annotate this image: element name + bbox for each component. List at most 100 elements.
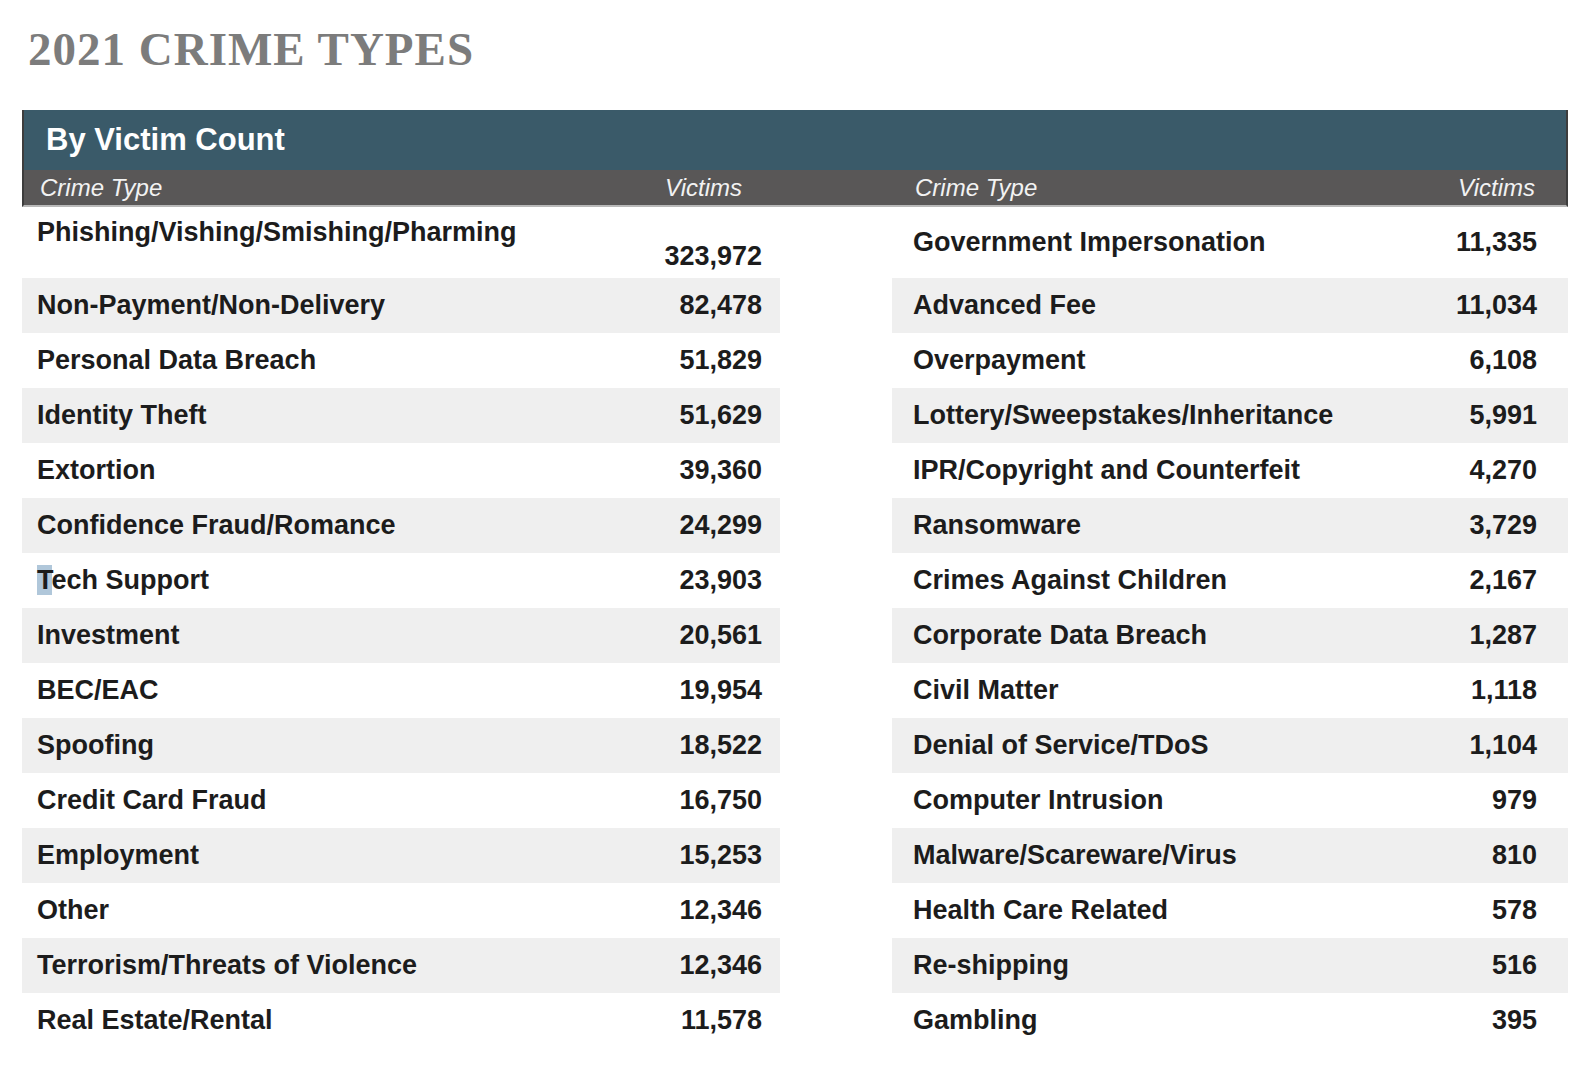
crime-type-cell: Advanced Fee bbox=[892, 290, 1096, 321]
table-title: By Victim Count bbox=[24, 122, 285, 158]
table-row: Other 12,346 bbox=[22, 883, 780, 938]
crime-type-cell: Government Impersonation bbox=[892, 227, 1266, 258]
crime-type-cell: Health Care Related bbox=[892, 895, 1168, 926]
victims-count-cell: 4,270 bbox=[1469, 455, 1568, 486]
crime-type-cell: Employment bbox=[22, 840, 199, 871]
crime-type-cell: Ransomware bbox=[892, 510, 1081, 541]
table-row: Phishing/Vishing/Smishing/Pharming 323,97… bbox=[22, 207, 780, 278]
table-row: Government Impersonation 11,335 bbox=[892, 207, 1568, 278]
victims-count-cell: 395 bbox=[1492, 1005, 1568, 1036]
victims-count-cell: 578 bbox=[1492, 895, 1568, 926]
victims-count-cell: 1,287 bbox=[1469, 620, 1568, 651]
table-row: Gambling 395 bbox=[892, 993, 1568, 1048]
table-row: Personal Data Breach 51,829 bbox=[22, 333, 780, 388]
table-row: Terrorism/Threats of Violence 12,346 bbox=[22, 938, 780, 993]
crime-type-cell: Terrorism/Threats of Violence bbox=[22, 950, 417, 981]
table-row: Confidence Fraud/Romance 24,299 bbox=[22, 498, 780, 553]
crime-type-cell: Malware/Scareware/Virus bbox=[892, 840, 1237, 871]
left-column: Phishing/Vishing/Smishing/Pharming 323,97… bbox=[22, 207, 780, 1048]
crime-type-cell: Investment bbox=[22, 620, 180, 651]
victims-count-cell: 51,629 bbox=[679, 400, 780, 431]
crime-type-cell: Extortion bbox=[22, 455, 156, 486]
table-row: BEC/EAC19,954 bbox=[22, 663, 780, 718]
crime-type-cell: Non-Payment/Non-Delivery bbox=[22, 290, 385, 321]
victims-count-cell: 1,104 bbox=[1469, 730, 1568, 761]
table-row: Extortion 39,360 bbox=[22, 443, 780, 498]
victims-count-cell: 18,522 bbox=[679, 730, 780, 761]
table-row: Non-Payment/Non-Delivery 82,478 bbox=[22, 278, 780, 333]
table-row: Health Care Related 578 bbox=[892, 883, 1568, 938]
table-row: Corporate Data Breach 1,287 bbox=[892, 608, 1568, 663]
crime-type-cell: Gambling bbox=[892, 1005, 1038, 1036]
table-row: Investment 20,561 bbox=[22, 608, 780, 663]
table-row: Re-shipping 516 bbox=[892, 938, 1568, 993]
table-row: Overpayment 6,108 bbox=[892, 333, 1568, 388]
table-row: Credit Card Fraud 16,750 bbox=[22, 773, 780, 828]
table-row: Lottery/Sweepstakes/Inheritance 5,991 bbox=[892, 388, 1568, 443]
page-title: 2021 CRIME TYPES bbox=[28, 22, 474, 76]
crime-type-cell: Denial of Service/TDoS bbox=[892, 730, 1209, 761]
crime-type-cell: Phishing/Vishing/Smishing/Pharming bbox=[22, 207, 517, 248]
table-row: Malware/Scareware/Virus 810 bbox=[892, 828, 1568, 883]
victims-count-cell: 979 bbox=[1492, 785, 1568, 816]
victims-count-cell: 23,903 bbox=[679, 565, 780, 596]
victims-count-cell: 1,118 bbox=[1471, 675, 1568, 706]
column-header-bar: Crime Type Victims Crime Type Victims bbox=[22, 170, 1568, 207]
crime-type-cell: Spoofing bbox=[22, 730, 154, 761]
text-selection-highlight: T bbox=[37, 565, 52, 595]
victims-count-cell: 11,034 bbox=[1456, 290, 1568, 321]
crime-type-cell: Crimes Against Children bbox=[892, 565, 1227, 596]
table-row: Civil Matter 1,118 bbox=[892, 663, 1568, 718]
table-row: Crimes Against Children 2,167 bbox=[892, 553, 1568, 608]
crime-type-cell: Computer Intrusion bbox=[892, 785, 1164, 816]
crime-type-cell: Other bbox=[22, 895, 109, 926]
victims-count-cell: 16,750 bbox=[679, 785, 780, 816]
table-title-bar: By Victim Count bbox=[22, 110, 1568, 170]
crime-type-cell: Corporate Data Breach bbox=[892, 620, 1207, 651]
crime-type-cell: Tech Support bbox=[22, 565, 209, 596]
table-row: Employment15,253 bbox=[22, 828, 780, 883]
right-crime-type-header: Crime Type bbox=[915, 170, 1037, 205]
crime-type-cell: Lottery/Sweepstakes/Inheritance bbox=[892, 400, 1333, 431]
table-row: Identity Theft 51,629 bbox=[22, 388, 780, 443]
victims-count-cell: 12,346 bbox=[679, 895, 780, 926]
table-row: Computer Intrusion 979 bbox=[892, 773, 1568, 828]
table-row: Tech Support 23,903 bbox=[22, 553, 780, 608]
victims-count-cell: 24,299 bbox=[679, 510, 780, 541]
victims-count-cell: 82,478 bbox=[679, 290, 780, 321]
victims-count-cell: 51,829 bbox=[679, 345, 780, 376]
victims-count-cell: 20,561 bbox=[679, 620, 780, 651]
crime-type-cell: Overpayment bbox=[892, 345, 1086, 376]
victims-count-cell: 323,972 bbox=[664, 241, 780, 278]
victim-count-table: By Victim Count Crime Type Victims Crime… bbox=[22, 110, 1568, 207]
left-victims-header: Victims bbox=[24, 170, 742, 205]
crime-type-cell: Re-shipping bbox=[892, 950, 1069, 981]
victims-count-cell: 12,346 bbox=[679, 950, 780, 981]
victims-count-cell: 6,108 bbox=[1469, 345, 1568, 376]
crime-type-cell: Civil Matter bbox=[892, 675, 1059, 706]
victims-count-cell: 3,729 bbox=[1469, 510, 1568, 541]
crime-type-cell: IPR/Copyright and Counterfeit bbox=[892, 455, 1300, 486]
victims-count-cell: 11,335 bbox=[1456, 227, 1568, 258]
victims-count-cell: 2,167 bbox=[1469, 565, 1568, 596]
table-row: Spoofing 18,522 bbox=[22, 718, 780, 773]
table-row: IPR/Copyright and Counterfeit 4,270 bbox=[892, 443, 1568, 498]
crime-type-cell: BEC/EAC bbox=[22, 675, 159, 706]
crime-type-cell: Real Estate/Rental bbox=[22, 1005, 273, 1036]
report-page: 2021 CRIME TYPES By Victim Count Crime T… bbox=[0, 0, 1586, 1086]
crime-type-cell: Credit Card Fraud bbox=[22, 785, 267, 816]
crime-type-cell: Identity Theft bbox=[22, 400, 207, 431]
victims-count-cell: 516 bbox=[1492, 950, 1568, 981]
table-row: Real Estate/Rental 11,578 bbox=[22, 993, 780, 1048]
victims-count-cell: 11,578 bbox=[681, 1005, 780, 1036]
right-column: Government Impersonation 11,335 Advanced F… bbox=[892, 207, 1568, 1048]
victims-count-cell: 810 bbox=[1492, 840, 1568, 871]
table-row: Denial of Service/TDoS 1,104 bbox=[892, 718, 1568, 773]
table-row: Advanced Fee 11,034 bbox=[892, 278, 1568, 333]
victims-count-cell: 5,991 bbox=[1469, 400, 1568, 431]
crime-type-cell: Personal Data Breach bbox=[22, 345, 316, 376]
crime-type-cell: Confidence Fraud/Romance bbox=[22, 510, 396, 541]
table-row: Ransomware 3,729 bbox=[892, 498, 1568, 553]
victims-count-cell: 39,360 bbox=[679, 455, 780, 486]
right-victims-header: Victims bbox=[1458, 170, 1535, 205]
